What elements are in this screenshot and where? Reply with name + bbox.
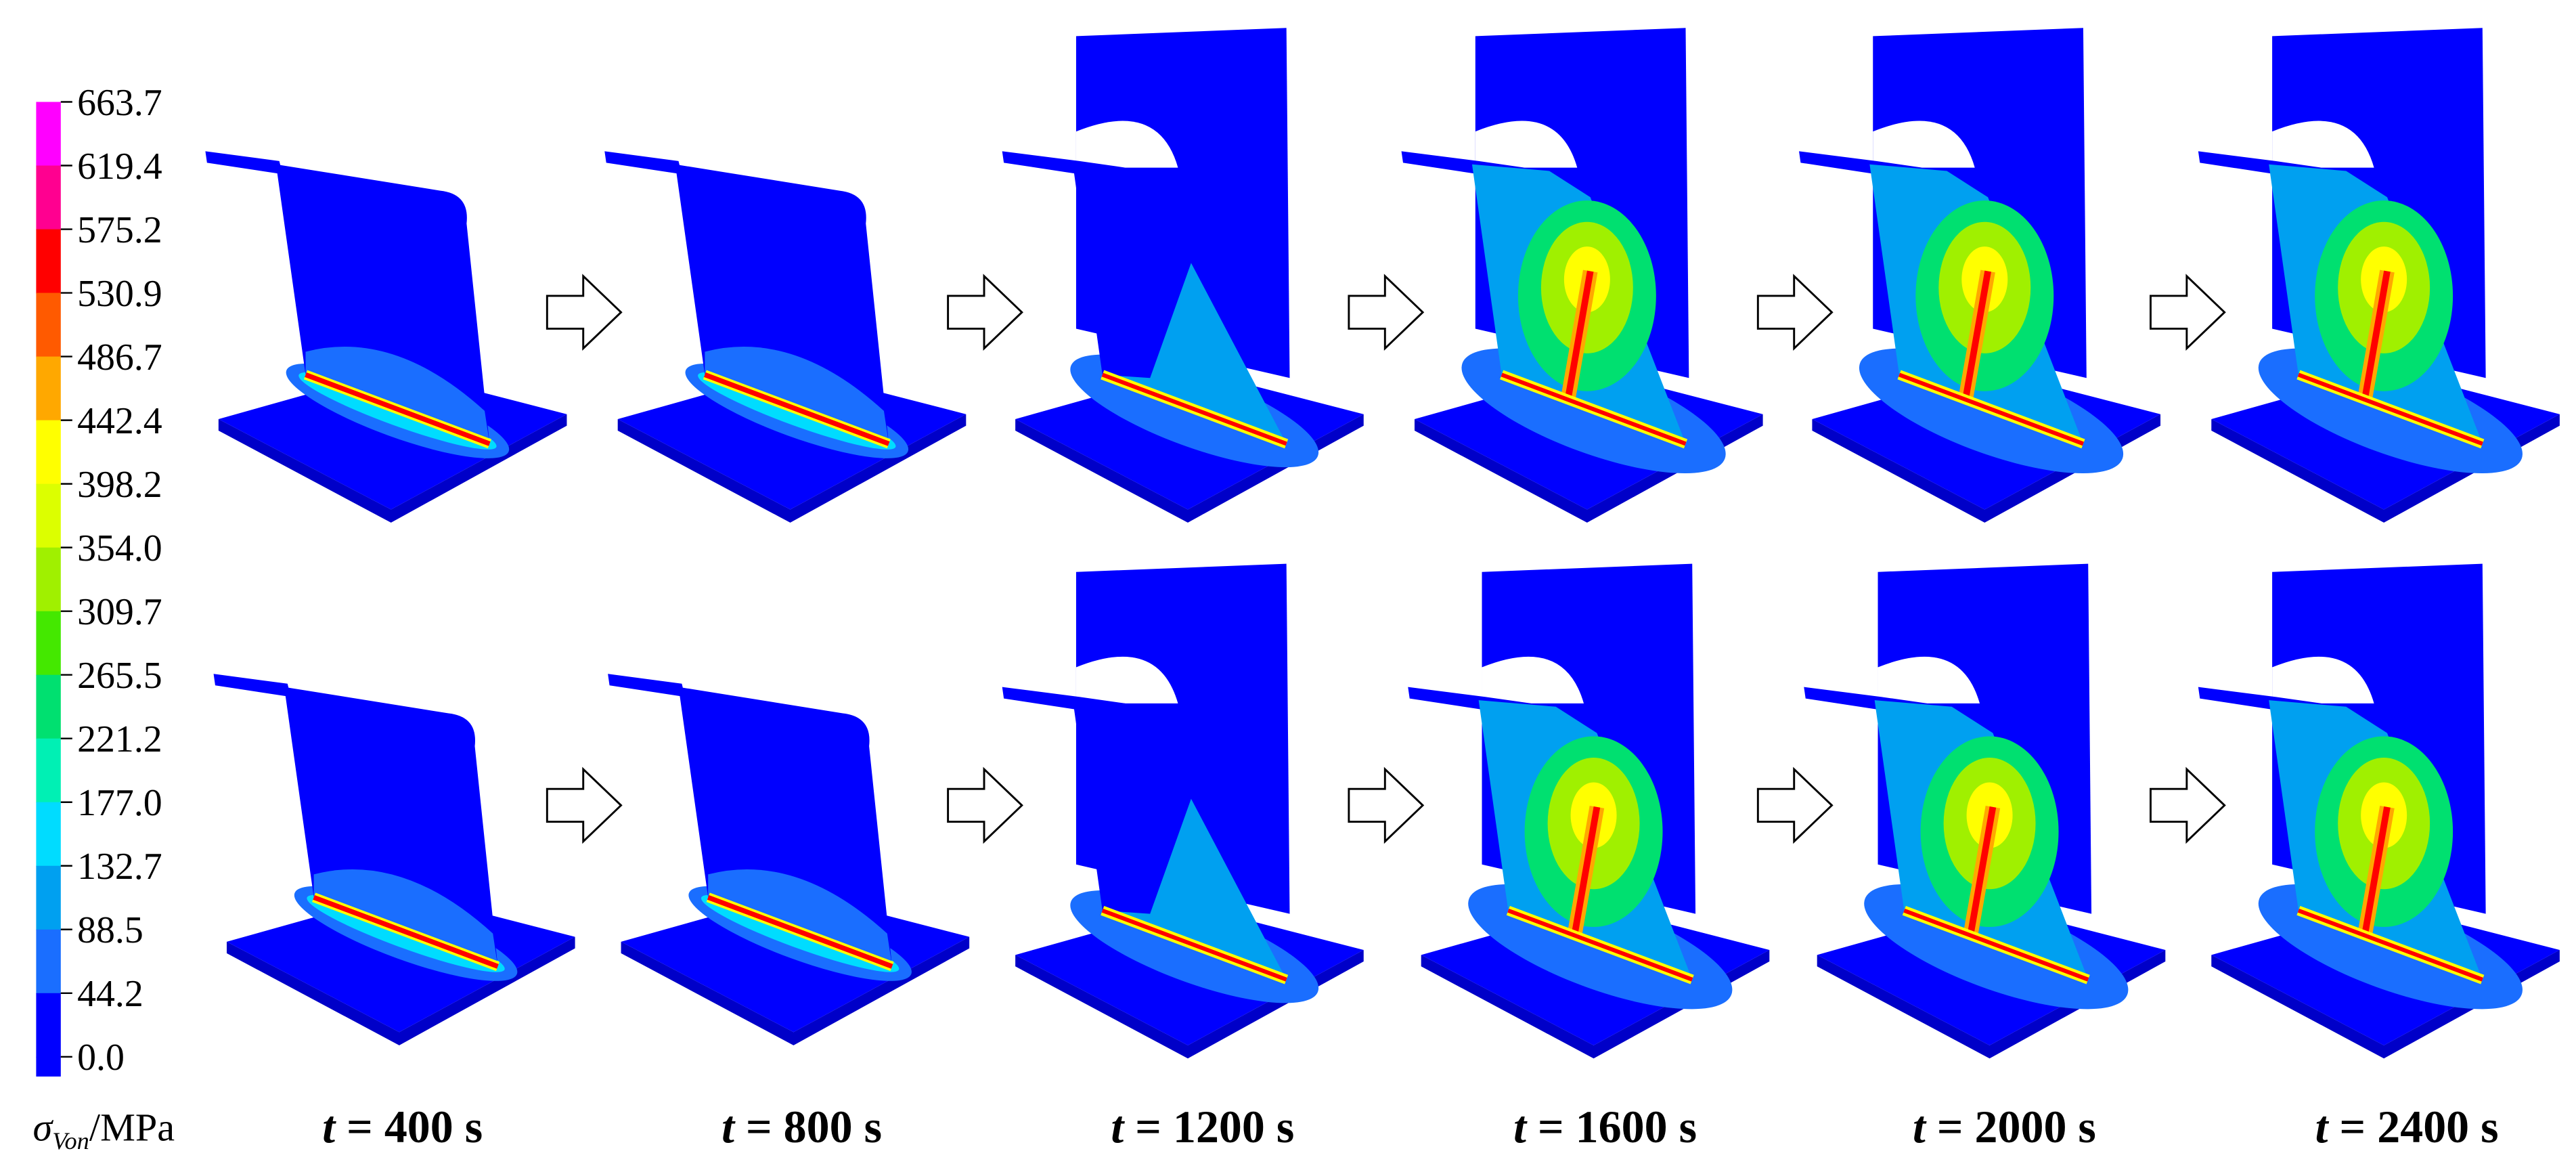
tick-label: 88.5 xyxy=(77,909,143,951)
time-label: t = 2400 s xyxy=(2315,1101,2499,1152)
colorbar-bottom xyxy=(36,1056,61,1077)
tick-label: 575.2 xyxy=(77,209,162,251)
tick-label: 530.9 xyxy=(77,273,162,315)
color-band xyxy=(36,102,61,167)
time-variable: t xyxy=(1913,1101,1927,1152)
time-value: = 800 s xyxy=(746,1101,882,1152)
tick-label: 619.4 xyxy=(77,146,162,188)
time-value: = 400 s xyxy=(347,1101,483,1152)
color-band xyxy=(36,674,61,739)
subscript: Von xyxy=(52,1127,89,1154)
tick-label: 177.0 xyxy=(77,782,162,824)
time-label: t = 400 s xyxy=(322,1101,483,1152)
symbol: σ xyxy=(33,1106,54,1150)
color-band xyxy=(36,611,61,676)
color-band xyxy=(36,865,61,930)
figure-body: σVon/MPa 663.7 619.4 575.2 530.9 486.7 442.4 3… xyxy=(33,28,2560,1154)
color-band xyxy=(36,356,61,421)
tick-label: 486.7 xyxy=(77,337,162,378)
color-band xyxy=(36,993,61,1058)
tick-label: 132.7 xyxy=(77,846,162,888)
legend-label: σVon/MPa xyxy=(33,1106,175,1154)
time-label: t = 800 s xyxy=(721,1101,882,1152)
color-band xyxy=(36,165,61,230)
time-variable: t xyxy=(1111,1101,1125,1152)
color-band xyxy=(36,292,61,358)
tick-label: 309.7 xyxy=(77,591,162,633)
tick-label: 221.2 xyxy=(77,718,162,760)
unit: /MPa xyxy=(89,1106,175,1150)
colorbar: 663.7 619.4 575.2 530.9 486.7 442.4 398.2 354.0… xyxy=(36,82,162,1079)
time-label: t = 1600 s xyxy=(1513,1101,1697,1152)
time-value: = 1600 s xyxy=(1538,1101,1697,1152)
time-label: t = 1200 s xyxy=(1111,1101,1294,1152)
color-band xyxy=(36,738,61,803)
color-band xyxy=(36,547,61,612)
color-band xyxy=(36,929,61,995)
models xyxy=(205,28,2559,1058)
time-label: t = 2000 s xyxy=(1913,1101,2096,1152)
time-variable: t xyxy=(2315,1101,2330,1152)
tick-label: 354.0 xyxy=(77,527,162,569)
tick-label: 265.5 xyxy=(77,655,162,697)
time-variable: t xyxy=(1513,1101,1528,1152)
time-variable: t xyxy=(322,1101,336,1152)
tick-label: 398.2 xyxy=(77,464,162,506)
tick-label: 44.2 xyxy=(77,973,143,1015)
color-band xyxy=(36,420,61,485)
time-value: = 2400 s xyxy=(2340,1101,2499,1152)
color-band xyxy=(36,229,61,294)
tick-label: 442.4 xyxy=(77,400,162,442)
tick-label: 663.7 xyxy=(77,82,162,124)
time-value: = 1200 s xyxy=(1135,1101,1294,1152)
color-band xyxy=(36,483,61,548)
time-value: = 2000 s xyxy=(1937,1101,2096,1152)
time-variable: t xyxy=(721,1101,736,1152)
color-band xyxy=(36,802,61,867)
tick-label: 0.0 xyxy=(77,1037,125,1079)
